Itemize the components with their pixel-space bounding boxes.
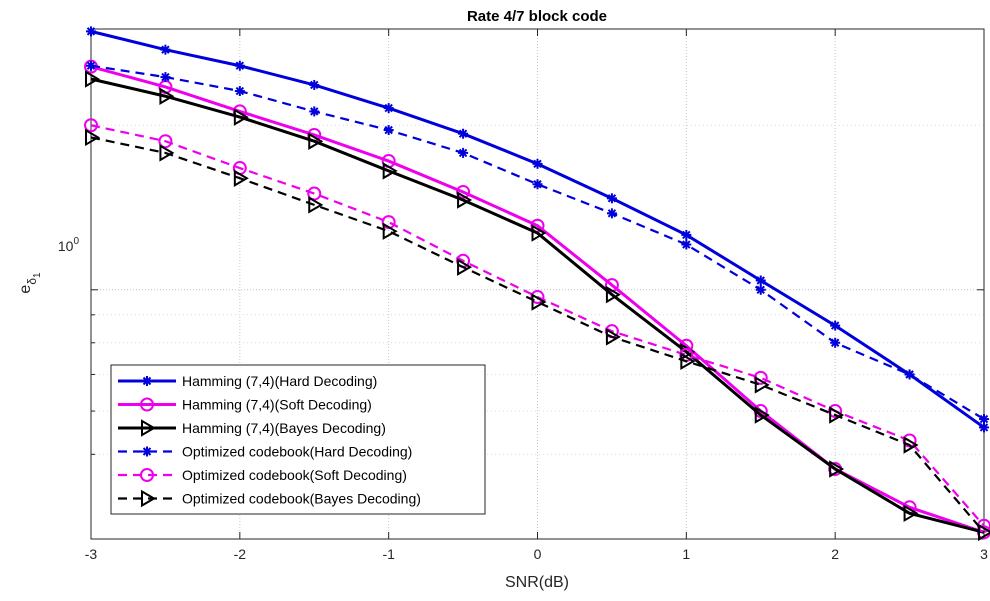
data-point	[904, 369, 915, 380]
data-point	[140, 397, 154, 412]
legend-item: Optimized codebook(Soft Decoding)	[118, 467, 407, 483]
data-point	[141, 419, 156, 437]
svg-text:eδ1: eδ1	[17, 272, 43, 294]
data-point	[383, 103, 394, 114]
data-point	[829, 406, 845, 424]
data-point	[233, 169, 249, 187]
data-point	[605, 328, 621, 346]
data-point	[142, 376, 152, 386]
series-line	[90, 136, 985, 534]
data-point	[84, 118, 98, 133]
data-point	[830, 320, 841, 331]
x-tick-label: 1	[682, 546, 690, 562]
data-point	[531, 293, 547, 311]
data-point	[681, 239, 692, 250]
legend: Hamming (7,4)(Hard Decoding) Hamming (7,4…	[110, 364, 486, 515]
series	[85, 70, 990, 542]
chart-title: Rate 4/7 block code	[467, 8, 607, 25]
data-point	[86, 60, 96, 71]
x-tick-label: 3	[980, 546, 988, 562]
legend-box	[110, 364, 486, 515]
data-point	[458, 128, 469, 139]
x-tick-label: 2	[831, 546, 839, 562]
data-point	[979, 414, 989, 425]
data-point	[142, 446, 152, 457]
legend-label: Optimized codebook(Bayes Decoding)	[182, 491, 421, 507]
data-point	[308, 196, 324, 214]
data-point	[159, 87, 175, 105]
data-point	[681, 229, 692, 240]
legend-item: Hamming (7,4)(Hard Decoding)	[118, 373, 377, 389]
data-point	[532, 179, 543, 190]
y-axis-title: eδ1	[17, 272, 43, 294]
data-point	[754, 406, 770, 424]
x-tick-label: -3	[85, 546, 98, 562]
y-tick-label: 100	[58, 236, 80, 254]
data-point	[605, 285, 621, 304]
data-point	[457, 258, 473, 276]
legend-item: Hamming (7,4)(Soft Decoding)	[118, 397, 372, 413]
series-layer	[84, 26, 990, 542]
data-point	[86, 26, 96, 37]
data-point	[532, 158, 543, 169]
data-point	[85, 70, 100, 88]
data-point	[158, 134, 173, 149]
data-point	[141, 489, 156, 508]
data-point	[140, 468, 154, 482]
legend-label: Hamming (7,4)(Soft Decoding)	[182, 397, 372, 413]
data-point	[606, 208, 617, 219]
legend-label: Optimized codebook(Soft Decoding)	[182, 467, 407, 483]
data-point	[85, 128, 100, 147]
data-point	[755, 284, 766, 295]
data-point	[160, 72, 171, 83]
data-point	[978, 523, 990, 542]
x-tick-label: -2	[234, 546, 247, 562]
data-point	[234, 60, 245, 71]
series	[86, 60, 989, 425]
data-point	[159, 144, 175, 162]
x-tick-label: -1	[382, 546, 395, 562]
data-point	[903, 436, 919, 454]
legend-label: Optimized codebook(Hard Decoding)	[182, 444, 412, 460]
series-line	[90, 77, 985, 534]
data-point	[680, 352, 696, 371]
data-point	[754, 376, 770, 394]
legend-item: Hamming (7,4)(Bayes Decoding)	[118, 419, 386, 437]
data-point	[829, 460, 845, 478]
series	[86, 26, 989, 433]
data-point	[830, 337, 841, 348]
data-point	[309, 79, 320, 90]
data-point	[307, 186, 322, 201]
data-point	[755, 275, 766, 286]
data-point	[531, 224, 547, 242]
data-point	[382, 222, 398, 240]
data-point	[903, 504, 919, 523]
data-point	[308, 132, 324, 150]
legend-item: Optimized codebook(Bayes Decoding)	[118, 489, 421, 508]
legend-label: Hamming (7,4)(Bayes Decoding)	[182, 420, 386, 436]
data-point	[606, 193, 617, 204]
legend-label: Hamming (7,4)(Hard Decoding)	[182, 373, 377, 389]
data-point	[382, 162, 398, 180]
data-point	[234, 86, 245, 97]
data-point	[160, 44, 171, 55]
data-point	[233, 108, 249, 126]
legend-item: Optimized codebook(Hard Decoding)	[118, 444, 412, 460]
data-point	[457, 191, 473, 209]
x-tick-label: 0	[534, 546, 542, 562]
x-axis-title: SNR(dB)	[505, 574, 569, 591]
data-point	[979, 422, 989, 433]
data-point	[458, 147, 469, 158]
series	[85, 128, 990, 542]
data-point	[309, 106, 320, 117]
data-point	[383, 125, 394, 136]
